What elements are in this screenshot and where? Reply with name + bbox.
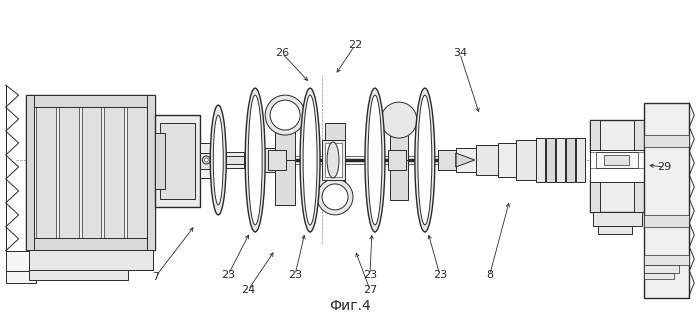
Bar [598, 226, 632, 234]
Bar [388, 150, 406, 170]
Text: 23: 23 [433, 270, 447, 280]
Ellipse shape [270, 100, 300, 130]
Ellipse shape [202, 156, 210, 164]
Bar [536, 138, 545, 182]
Bar [325, 143, 342, 177]
Bar [268, 150, 286, 170]
Bar [645, 215, 690, 227]
Text: 27: 27 [363, 285, 377, 295]
Bar [645, 103, 690, 298]
Bar [634, 120, 645, 212]
Text: 23: 23 [363, 270, 377, 280]
Text: 23: 23 [221, 270, 235, 280]
Bar [605, 155, 629, 165]
Bar [26, 238, 155, 250]
Ellipse shape [317, 179, 353, 215]
Ellipse shape [381, 102, 417, 138]
Bar [26, 95, 34, 250]
Bar [566, 138, 575, 182]
Bar [148, 95, 155, 250]
Text: Фиг.4: Фиг.4 [329, 299, 371, 313]
Bar [29, 250, 153, 270]
Bar [200, 153, 212, 169]
Bar [26, 95, 155, 107]
Bar [36, 100, 55, 245]
Ellipse shape [265, 95, 305, 135]
Ellipse shape [415, 88, 435, 232]
Bar [645, 135, 690, 147]
Bar [545, 138, 554, 182]
Text: 26: 26 [275, 48, 289, 58]
Ellipse shape [245, 88, 265, 232]
Bar [589, 120, 645, 152]
Ellipse shape [327, 142, 339, 178]
Polygon shape [390, 120, 408, 160]
Text: 23: 23 [288, 270, 302, 280]
Bar [155, 115, 200, 207]
Bar [589, 180, 645, 212]
Ellipse shape [303, 95, 317, 225]
Ellipse shape [248, 95, 262, 225]
Bar [264, 148, 275, 172]
Bar [29, 270, 128, 280]
Bar [516, 140, 536, 180]
Bar [589, 150, 645, 182]
Bar [26, 95, 155, 250]
Ellipse shape [210, 105, 226, 215]
Ellipse shape [365, 88, 385, 232]
Bar [127, 100, 148, 245]
Bar [160, 123, 195, 199]
Bar [592, 212, 643, 226]
Bar [226, 156, 244, 164]
Text: 8: 8 [486, 270, 493, 280]
Ellipse shape [322, 184, 348, 210]
Text: 7: 7 [152, 272, 159, 282]
Bar [596, 152, 638, 168]
Bar [59, 100, 78, 245]
Ellipse shape [204, 158, 209, 162]
Text: 24: 24 [241, 285, 256, 295]
Bar [104, 100, 125, 245]
Ellipse shape [418, 95, 432, 225]
Bar [6, 271, 36, 283]
Bar [6, 251, 61, 271]
Ellipse shape [214, 115, 223, 205]
Bar [589, 120, 599, 212]
Polygon shape [456, 153, 475, 167]
Bar [645, 255, 690, 265]
Text: 22: 22 [348, 40, 362, 50]
Text: 29: 29 [657, 162, 671, 172]
Bar [226, 152, 244, 168]
Bar [556, 138, 565, 182]
Polygon shape [325, 123, 345, 160]
Ellipse shape [300, 88, 320, 232]
Bar [81, 100, 102, 245]
Polygon shape [390, 160, 408, 200]
Bar [476, 145, 498, 175]
Bar [200, 143, 218, 178]
Polygon shape [275, 115, 295, 160]
Ellipse shape [368, 95, 382, 225]
Bar [456, 148, 476, 172]
Bar [155, 133, 165, 189]
Bar [322, 140, 345, 180]
Bar [645, 273, 674, 279]
Polygon shape [325, 160, 345, 197]
Polygon shape [275, 160, 295, 205]
Text: 34: 34 [453, 48, 467, 58]
Bar [438, 150, 456, 170]
Bar [498, 143, 516, 177]
Bar [575, 138, 584, 182]
Bar [645, 265, 679, 273]
